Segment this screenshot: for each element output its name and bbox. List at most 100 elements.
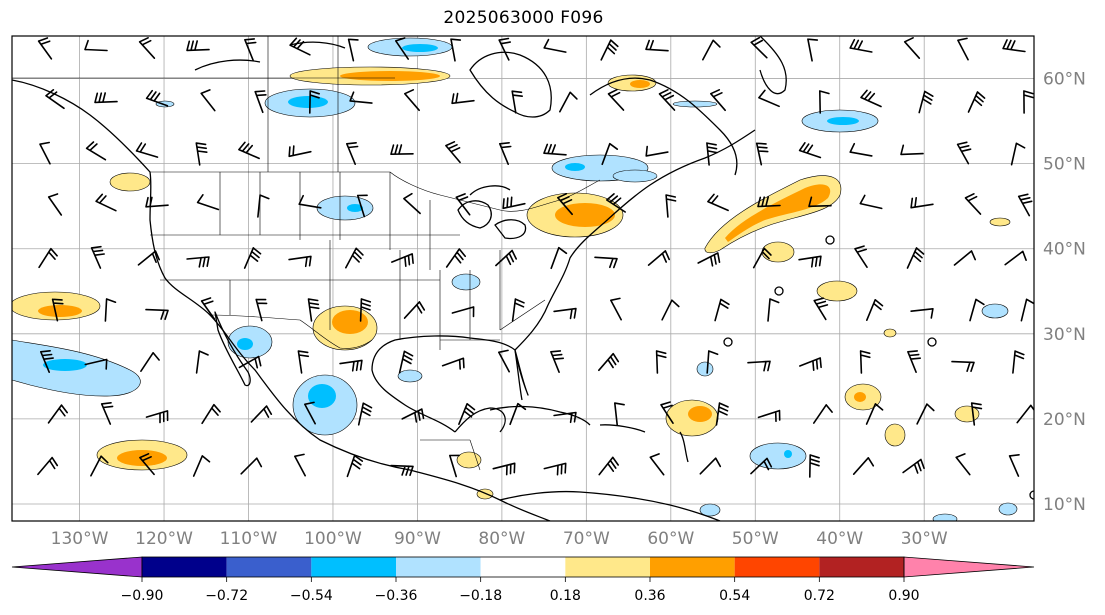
wind-barb (47, 193, 63, 216)
wind-barb (201, 403, 221, 425)
wind-barb (967, 91, 986, 113)
wind-barb (138, 37, 156, 59)
wind-barb (37, 456, 59, 476)
wind-barb (647, 250, 670, 266)
wind-barb (304, 401, 316, 425)
wind-barb (757, 409, 781, 422)
wind-barbs (37, 36, 1034, 478)
wind-barb (951, 360, 975, 373)
colorbar-tick-label: −0.18 (459, 588, 502, 604)
wind-barb (244, 38, 257, 61)
wind-barb (598, 352, 620, 372)
wind-barb (186, 40, 210, 52)
wind-barb (90, 455, 109, 477)
wind-barb (798, 255, 822, 268)
wind-barb (390, 144, 414, 155)
wind-barb (601, 142, 619, 166)
lat-label: 40°N (1043, 240, 1086, 260)
wind-barb (403, 301, 426, 319)
wind-barb (900, 144, 924, 156)
colorbar-tick-label: 0.72 (804, 588, 835, 604)
wind-barb (38, 247, 58, 269)
wind-barb (84, 358, 108, 370)
negative-anomaly-cores (43, 44, 859, 458)
wind-barb (509, 402, 527, 426)
wind-barb (1010, 142, 1026, 166)
lon-label: 30°W (901, 529, 948, 549)
wind-barb (40, 350, 54, 373)
wind-barb (51, 298, 64, 322)
wind-barb (969, 298, 985, 322)
wind-barb (498, 37, 511, 61)
wind-barb (559, 91, 578, 113)
wind-barb (309, 90, 320, 114)
wind-barb (346, 142, 359, 165)
wind-barb (139, 453, 155, 476)
lon-label: 60°W (647, 529, 694, 549)
lon-label: 100°W (304, 529, 362, 549)
lat-label: 10°N (1043, 495, 1086, 515)
lat-label: 20°N (1043, 410, 1086, 430)
colorbar-segment (396, 557, 481, 577)
wind-barb (511, 90, 523, 114)
wind-barb (145, 308, 169, 321)
wind-barb (598, 456, 619, 476)
wind-barb (543, 462, 567, 476)
wind-barb (395, 37, 409, 60)
colorbar-segment (650, 557, 735, 577)
lon-label: 40°W (816, 529, 863, 549)
wind-barb (499, 142, 512, 165)
wind-barb (902, 458, 925, 474)
wind-barb (798, 142, 822, 159)
wind-barb (398, 350, 414, 374)
wind-barb (390, 464, 414, 477)
wind-barb (964, 193, 982, 215)
wind-barb (758, 89, 780, 108)
colorbar-tick-label: 0.90 (888, 588, 919, 604)
lon-label: 120°W (135, 529, 193, 549)
wind-barb (289, 37, 311, 56)
wind-barb (298, 194, 322, 209)
wind-barb (1004, 250, 1027, 266)
wind-barb (441, 357, 465, 370)
wind-barb (145, 196, 169, 208)
lon-label: 110°W (220, 529, 278, 549)
colorbar-tick-label: 0.36 (634, 588, 665, 604)
wind-barb (1002, 39, 1026, 53)
wind-barb (747, 360, 771, 372)
wind-barb (404, 89, 420, 112)
colorbar-tick-label: −0.54 (290, 588, 333, 604)
wind-barb (200, 297, 216, 320)
colorbar-tick-label: 0.18 (550, 588, 581, 604)
wind-barb (1023, 90, 1034, 114)
wind-barb (135, 142, 159, 158)
wind-barb (600, 39, 619, 61)
colorbar-segment (311, 557, 396, 577)
wind-barb (84, 39, 108, 52)
wind-barb (706, 142, 718, 166)
wind-barb (357, 402, 373, 426)
wind-barb (254, 90, 267, 114)
wind-barb (955, 453, 971, 476)
wind-barb (661, 299, 680, 321)
colorbar-tick-label: −0.72 (205, 588, 248, 604)
colorbar-extend-low (11, 556, 143, 578)
wind-barb (849, 142, 873, 157)
wind-barb (809, 454, 820, 478)
wind-barb (860, 89, 882, 108)
wind-barb (660, 401, 674, 424)
wind-barb (288, 145, 312, 158)
wind-barb (196, 194, 220, 211)
wind-barb (356, 194, 368, 218)
coastlines (12, 36, 1034, 521)
wind-barb (859, 350, 871, 374)
colorbar-segment (565, 557, 650, 577)
wind-barb (347, 38, 359, 62)
wind-barb (90, 245, 105, 269)
lon-label: 70°W (563, 529, 610, 549)
wind-barb (401, 408, 425, 423)
wind-barb (240, 457, 263, 475)
wind-barb (706, 350, 719, 374)
wind-barb (255, 298, 268, 322)
wind-barb (1017, 193, 1033, 217)
